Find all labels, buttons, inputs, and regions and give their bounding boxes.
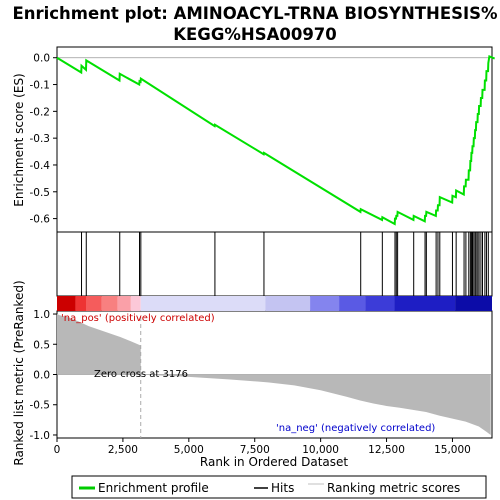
legend-metric-label: Ranking metric scores: [327, 481, 460, 495]
neg-label: 'na_neg' (negatively correlated): [276, 423, 435, 434]
es-y-tick-label: -0.6: [30, 214, 51, 226]
heat-strip-segment: [117, 296, 131, 311]
x-tick-label: 5,000: [174, 444, 204, 456]
heat-strip-segment: [394, 296, 456, 311]
legend-box: [71, 475, 487, 499]
heat-strip-segment: [57, 296, 76, 311]
metric-y-tick-label: -0.5: [30, 400, 51, 412]
pos-label: 'na_pos' (positively correlated): [61, 313, 215, 324]
axis-ticks: 0 2,500 5,000 7,500 10,000 12,500 15,000 0.0 -0.…: [30, 53, 471, 456]
x-axis-label: Rank in Ordered Dataset: [200, 455, 348, 469]
es-y-tick-label: 0.0: [33, 53, 50, 65]
es-y-axis-label: Enrichment score (ES): [12, 73, 26, 206]
heat-strip-segment: [455, 296, 492, 311]
hit-lines: [81, 232, 489, 296]
es-panel: [56, 46, 493, 233]
heat-strip-segment: [365, 296, 395, 311]
es-y-tick-label: -0.5: [30, 187, 51, 199]
heat-strip-segment: [339, 296, 366, 311]
heat-strip-segment: [130, 296, 141, 311]
heat-strip-segment: [86, 296, 102, 311]
heat-strip-segment: [310, 296, 340, 311]
heat-strip-segment: [140, 296, 266, 311]
chart-title-line1: Enrichment plot: AMINOACYL-TRNA BIOSYNTH…: [12, 4, 498, 23]
es-line-layer: [56, 54, 496, 226]
zero-cross-label: Zero cross at 3176: [94, 369, 188, 380]
metric-area: [57, 314, 492, 435]
heat-strip-segment: [75, 296, 86, 311]
es-y-tick-label: -0.1: [30, 80, 51, 92]
x-tick-label: 2,500: [108, 444, 138, 456]
es-y-tick-label: -0.4: [30, 160, 51, 172]
metric-y-tick-label: 0.5: [33, 339, 50, 351]
legend-enrichment-label: Enrichment profile: [98, 481, 209, 495]
x-tick-label: 10,000: [302, 444, 339, 456]
x-tick-label: 7,500: [240, 444, 270, 456]
es-y-tick-label: -0.2: [30, 106, 51, 118]
metric-y-tick-label: 1.0: [33, 309, 50, 321]
ranking-heat-strip: [57, 296, 492, 311]
x-tick-label: 0: [54, 444, 61, 456]
es-line: [56, 54, 496, 226]
x-tick-label: 15,000: [434, 444, 471, 456]
metric-y-axis-label: Ranked list metric (PreRanked): [12, 280, 26, 465]
es-y-tick-label: -0.3: [30, 133, 51, 145]
metric-y-tick-label: 0.0: [33, 370, 50, 382]
heat-strip-segment: [101, 296, 118, 311]
hits-panel: [56, 231, 493, 297]
metric-y-tick-label: -1.0: [30, 430, 51, 442]
x-tick-label: 12,500: [368, 444, 405, 456]
chart-title-line2: KEGG%HSA00970: [173, 25, 337, 44]
legend-hits-label: Hits: [271, 481, 294, 495]
heat-strip-segment: [265, 296, 311, 311]
